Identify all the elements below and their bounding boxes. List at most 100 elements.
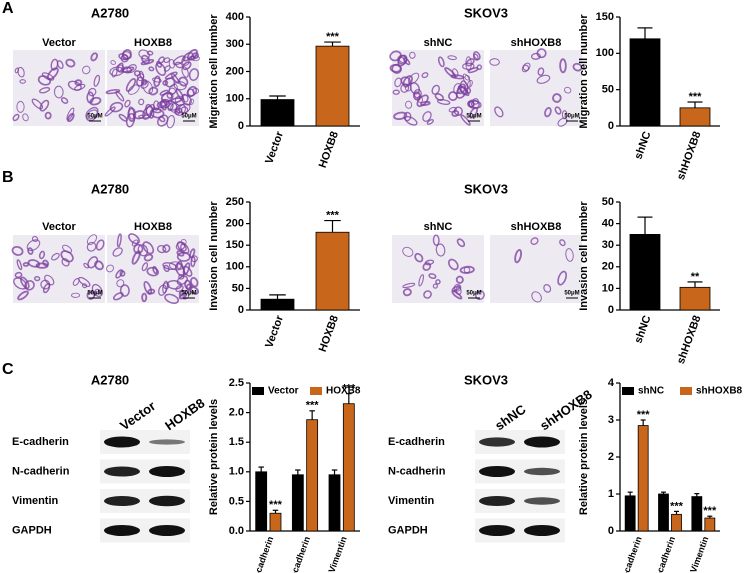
- cell: [85, 109, 99, 122]
- cell: [391, 63, 402, 74]
- y-tick-label: 200: [226, 218, 244, 230]
- legend-swatch: [622, 387, 634, 395]
- cell: [464, 74, 471, 81]
- band: [149, 466, 185, 477]
- cell: [125, 112, 136, 128]
- cell: [185, 283, 193, 292]
- bar: [671, 513, 682, 532]
- image-label: shHOXB8: [511, 37, 562, 49]
- cell: [106, 264, 114, 273]
- x-tick-label: Vimentin: [688, 535, 710, 573]
- cell: [559, 58, 567, 74]
- cell: [138, 49, 150, 60]
- protein-label: E-cadherin: [12, 436, 69, 448]
- cell: [163, 57, 171, 64]
- cell: [27, 247, 34, 255]
- cell: [192, 87, 200, 94]
- scale-label: 50μM: [466, 114, 481, 120]
- cell: [162, 80, 169, 86]
- cell: [112, 247, 123, 257]
- cell: [62, 244, 73, 254]
- cell: [141, 262, 149, 272]
- cell: [93, 74, 101, 87]
- cell: [402, 288, 412, 297]
- cell: [178, 273, 185, 280]
- y-tick-label: 200: [226, 65, 244, 77]
- cell: [422, 111, 432, 122]
- y-axis-label: Relative protein levels: [578, 399, 590, 515]
- cell: [176, 250, 185, 257]
- band: [149, 495, 185, 507]
- band: [104, 525, 140, 536]
- image-label: shNC: [424, 37, 453, 49]
- cell: [166, 114, 175, 129]
- cell: [178, 289, 190, 300]
- bar: [260, 298, 295, 311]
- cell: [16, 259, 23, 271]
- cell: [164, 77, 176, 88]
- cell: [432, 283, 439, 289]
- y-tick-label: 3: [608, 414, 614, 426]
- y-tick-label: 0: [608, 120, 614, 132]
- legend-label: shHOXB8: [696, 386, 743, 397]
- cell: [166, 92, 173, 99]
- cell: [140, 59, 155, 66]
- micrograph: [389, 50, 484, 126]
- cell: [94, 288, 102, 295]
- cell: [31, 98, 44, 110]
- y-tick-label: 1.5: [229, 436, 244, 448]
- scale-label: 50μM: [564, 114, 579, 120]
- bar: [658, 493, 669, 532]
- cell: [138, 98, 145, 106]
- x-tick-label: N-cadherin: [652, 535, 677, 573]
- y-tick-label: 0: [238, 304, 244, 316]
- cell: [174, 95, 185, 107]
- y-tick-label: 150: [596, 11, 614, 23]
- cell: [428, 273, 437, 280]
- cell: [181, 94, 192, 106]
- y-tick-label: 2: [608, 451, 614, 463]
- cell: [140, 81, 149, 89]
- cell: [393, 111, 408, 121]
- micrograph-bg: [13, 50, 105, 126]
- cell: [455, 275, 464, 284]
- bar: [306, 419, 319, 532]
- cell: [403, 111, 412, 122]
- y-tick-label: 50: [602, 196, 614, 208]
- cell: [394, 77, 402, 88]
- lane-label: Vector: [117, 398, 158, 433]
- cell: [83, 262, 90, 269]
- significance: ***: [306, 400, 320, 412]
- band: [524, 467, 560, 476]
- cell: [476, 64, 483, 71]
- group-title: SKOV3: [464, 372, 508, 387]
- cell: [557, 117, 568, 127]
- x-tick-label: Vimentin: [326, 535, 348, 573]
- significance: ***: [689, 91, 703, 103]
- cell: [180, 238, 187, 245]
- cell: [86, 290, 96, 300]
- bar: [624, 495, 636, 532]
- cell: [149, 108, 165, 119]
- protein-label: GAPDH: [12, 524, 52, 536]
- cell: [432, 234, 440, 246]
- bar: [255, 471, 268, 532]
- cell: [564, 86, 572, 94]
- cell: [143, 280, 153, 295]
- lane-label: shNC: [492, 401, 529, 433]
- significance: ***: [326, 31, 340, 43]
- y-tick-label: 40: [602, 218, 614, 230]
- bar: [260, 99, 295, 127]
- cell: [66, 107, 75, 121]
- cell: [104, 106, 116, 117]
- cell: [163, 264, 170, 273]
- band: [479, 495, 515, 507]
- cell: [81, 283, 88, 289]
- y-axis-label: Invasion cell number: [208, 201, 220, 311]
- cell: [447, 258, 459, 271]
- cell: [455, 286, 462, 296]
- cell: [85, 106, 99, 120]
- cell: [17, 66, 25, 78]
- cell: [74, 79, 83, 86]
- cell: [38, 250, 46, 260]
